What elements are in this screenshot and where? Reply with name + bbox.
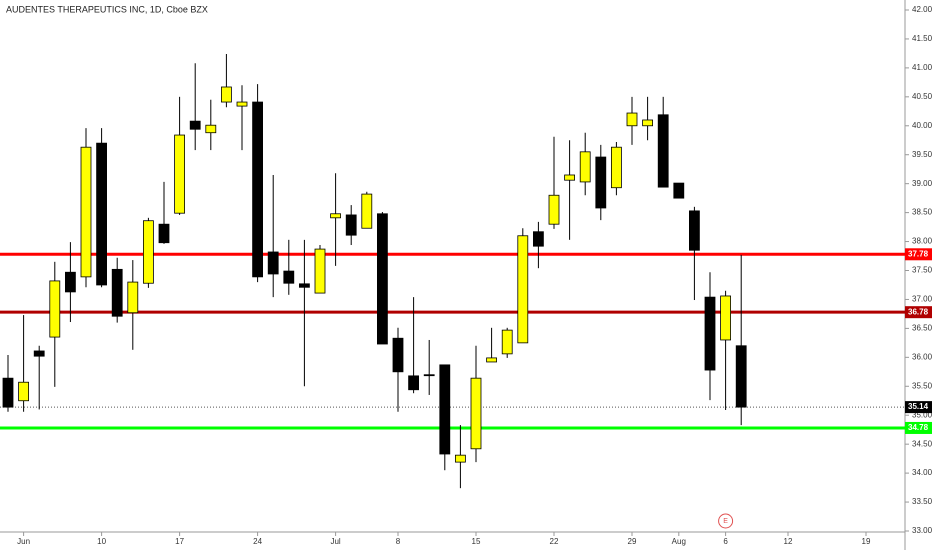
candle-body — [673, 182, 685, 199]
candle-body — [720, 295, 731, 341]
x-tick-label: 15 — [472, 537, 481, 546]
last-price-tag — [905, 401, 932, 414]
x-tick-label: 8 — [396, 537, 401, 546]
candle-body — [533, 231, 544, 247]
candle-body — [330, 213, 342, 219]
y-tick-label: 41.00 — [912, 63, 932, 72]
y-tick-label: 37.00 — [912, 295, 932, 304]
x-tick-label: Aug — [672, 537, 686, 546]
candle-body — [486, 357, 498, 363]
candle-body — [33, 350, 45, 357]
candle-body — [314, 248, 326, 294]
event-label: E — [723, 518, 728, 525]
candle-body — [423, 374, 435, 377]
level-tag-label: 34.78 — [908, 423, 929, 432]
candle-body — [267, 251, 279, 275]
candle-body — [361, 193, 373, 229]
y-tick-label: 42.00 — [912, 5, 932, 14]
candle-body — [236, 101, 248, 107]
candle-body — [704, 296, 716, 371]
candle-body — [127, 281, 139, 314]
y-tick-label: 36.50 — [912, 323, 932, 332]
candle-body — [298, 283, 310, 288]
x-tick-label: 19 — [862, 537, 871, 546]
candle-body — [345, 214, 357, 236]
level-tag — [905, 248, 932, 261]
candle-body — [174, 134, 186, 214]
y-tick-label: 38.50 — [912, 208, 932, 217]
y-tick-label: 34.00 — [912, 468, 932, 477]
candle-body — [252, 101, 264, 278]
y-tick-label: 39.50 — [912, 150, 932, 159]
y-tick-label: 35.50 — [912, 381, 932, 390]
candle-body — [408, 375, 420, 391]
y-tick-label: 35.00 — [912, 410, 932, 419]
y-tick-label: 34.50 — [912, 439, 932, 448]
y-tick-label: 41.50 — [912, 34, 932, 43]
chart-title: AUDENTES THERAPEUTICS INC, 1D, Cboe BZX — [6, 4, 208, 14]
candle-body — [220, 86, 232, 103]
candle-body — [189, 120, 201, 130]
candle-body — [564, 174, 575, 181]
candle-body — [283, 270, 295, 284]
candle-body — [65, 271, 76, 293]
candle-body — [626, 112, 638, 127]
level-tag-label: 36.78 — [908, 307, 929, 316]
candle-body — [501, 329, 513, 355]
candle-body — [579, 151, 591, 183]
last-price-label: 35.14 — [908, 402, 929, 411]
candle-body — [470, 377, 482, 450]
level-tag — [905, 421, 932, 434]
candle-body — [205, 124, 217, 134]
candle-body — [439, 364, 451, 455]
candle-body — [158, 223, 170, 244]
candle-body — [2, 377, 14, 408]
x-tick-label: 24 — [253, 537, 262, 546]
candle-body — [49, 280, 61, 338]
candle-body — [96, 142, 107, 286]
candle-body — [548, 194, 560, 225]
event-marker — [718, 513, 734, 529]
y-tick-label: 37.50 — [912, 266, 932, 275]
candle-body — [376, 213, 388, 345]
candle-body — [18, 381, 30, 402]
candle-body — [689, 210, 700, 251]
candle-body — [735, 345, 747, 408]
x-tick-label: 17 — [175, 537, 184, 546]
y-tick-label: 33.50 — [912, 497, 932, 506]
candle-body — [517, 235, 529, 344]
candle-body — [80, 146, 92, 278]
candle-body — [657, 114, 669, 188]
level-tag-label: 37.78 — [908, 249, 929, 258]
candle-body — [142, 220, 154, 284]
candle-body — [611, 146, 622, 189]
x-tick-label: Jul — [330, 537, 340, 546]
y-tick-label: 33.00 — [912, 526, 932, 535]
candle-body — [111, 268, 123, 317]
x-tick-label: 29 — [628, 537, 637, 546]
candle-body — [595, 156, 607, 209]
x-tick-label: 10 — [97, 537, 106, 546]
x-tick-label: 12 — [784, 537, 793, 546]
y-tick-label: 39.00 — [912, 179, 932, 188]
candle-body — [454, 454, 466, 463]
y-tick-label: 36.00 — [912, 352, 932, 361]
y-tick-label: 38.00 — [912, 237, 932, 246]
candle-body — [392, 337, 404, 373]
y-tick-label: 40.50 — [912, 92, 932, 101]
level-tag — [905, 306, 932, 319]
candle-body — [642, 119, 653, 127]
x-tick-label: 22 — [550, 537, 559, 546]
x-tick-label: 6 — [723, 537, 728, 546]
y-tick-label: 40.00 — [912, 121, 932, 130]
x-tick-label: Jun — [17, 537, 30, 546]
